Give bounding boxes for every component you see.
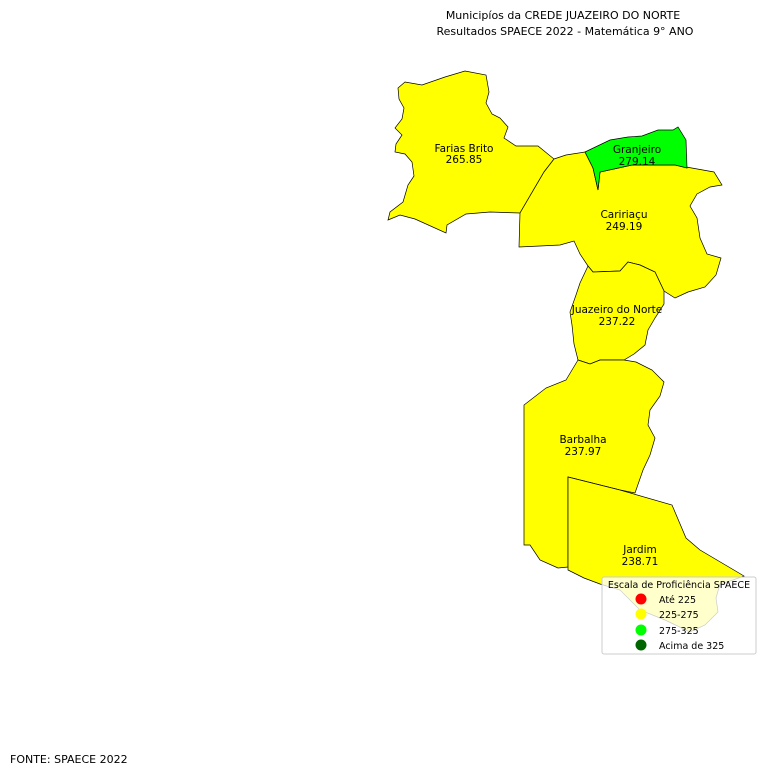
legend: Escala de Proficiência SPAECE Até 225 22… xyxy=(601,576,757,655)
label-juazeiro-value: 237.22 xyxy=(599,316,636,328)
legend-marker-ate-225 xyxy=(635,593,647,605)
legend-label-ate-225: Até 225 xyxy=(659,595,696,606)
label-caririacu-name: Caririaçu xyxy=(600,209,647,221)
label-juazeiro-name: Juazeiro do Norte xyxy=(571,304,663,316)
label-barbalha-name: Barbalha xyxy=(559,434,606,446)
legend-label-acima-325: Acima de 325 xyxy=(659,641,724,652)
legend-title: Escala de Proficiência SPAECE xyxy=(608,580,750,591)
label-granjeiro-name: Granjeiro xyxy=(613,144,661,156)
source-note: FONTE: SPAECE 2022 xyxy=(10,753,128,766)
legend-label-275-325: 275-325 xyxy=(659,626,699,637)
label-barbalha-value: 237.97 xyxy=(565,446,602,458)
label-farias-brito-name: Farias Brito xyxy=(435,143,494,155)
map-title-line2: Resultados SPAECE 2022 - Matemática 9° A… xyxy=(437,25,694,38)
region-granjeiro xyxy=(584,126,688,191)
region-juazeiro-do-norte xyxy=(569,261,665,365)
map-title-line1: Municipíos da CREDE JUAZEIRO DO NORTE xyxy=(446,9,680,22)
label-granjeiro-value: 279.14 xyxy=(619,156,656,168)
label-jardim-name: Jardim xyxy=(622,544,656,556)
region-farias-brito xyxy=(387,70,555,234)
label-caririacu-value: 249.19 xyxy=(606,221,643,233)
label-jardim-value: 238.71 xyxy=(622,556,659,568)
legend-label-225-275: 225-275 xyxy=(659,610,699,621)
region-barbalha xyxy=(523,359,665,569)
label-farias-brito-value: 265.85 xyxy=(446,154,483,166)
legend-marker-225-275 xyxy=(635,608,647,620)
legend-marker-275-325 xyxy=(635,624,647,636)
legend-marker-acima-325 xyxy=(635,639,647,651)
